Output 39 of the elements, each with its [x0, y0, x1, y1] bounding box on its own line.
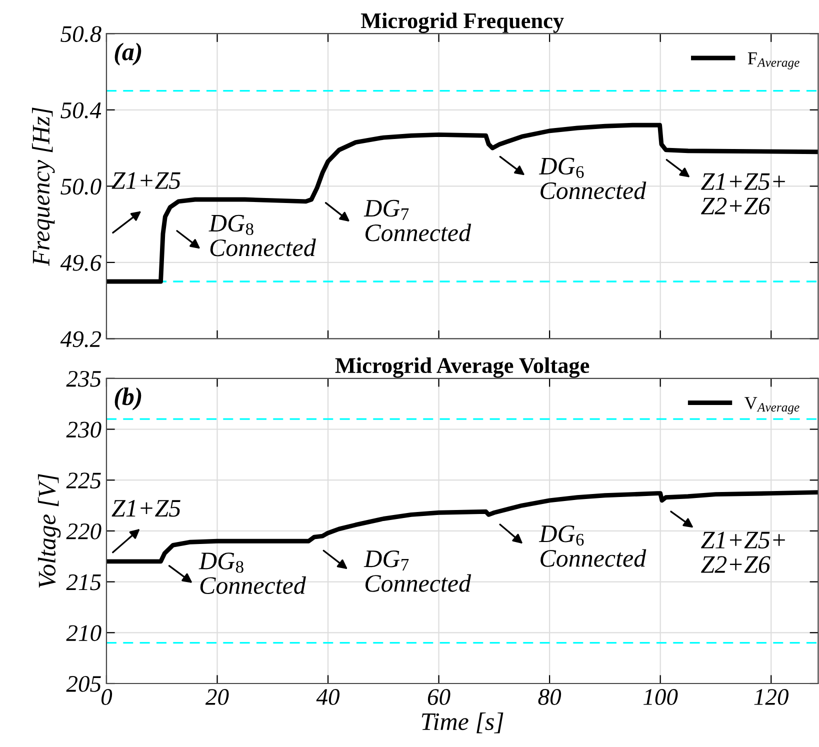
x-tick-label: 0: [101, 689, 112, 705]
y-tick-label: 49.2: [60, 331, 102, 348]
x-axis-title: Time [s]: [422, 712, 504, 734]
chart-title: Microgrid Frequency: [360, 12, 564, 33]
y-tick-label: 50.0: [60, 178, 102, 195]
annotation: DG$_{6}$ Connected: [538, 525, 646, 567]
annotation: Z1+Z5: [112, 500, 180, 517]
y-tick-label: 50.4: [60, 102, 102, 118]
y-axis-title: Voltage [V]: [38, 474, 61, 588]
y-tick-label: 230: [66, 422, 102, 438]
y-axis-title: Frequency [Hz]: [32, 108, 55, 266]
y-tick-label: 210: [66, 625, 102, 642]
annotation: DG$_{7}$ Connected: [364, 550, 472, 592]
x-tick-label: 40: [316, 689, 340, 705]
y-tick-label: 49.6: [60, 255, 102, 271]
chart-title: Microgrid Average Voltage: [335, 357, 590, 378]
annotation: DG$_{8}$ Connected: [198, 552, 306, 594]
x-tick-label: 20: [205, 689, 229, 705]
annotation: Z1+Z5+ Z2+Z6: [701, 173, 785, 214]
y-tick-label: 220: [66, 523, 102, 540]
annotation: DG$_{6}$ Connected: [538, 158, 646, 200]
annotation: DG$_{8}$ Connected: [208, 214, 316, 256]
x-tick-label: 100: [643, 689, 678, 705]
annotation: (a): [114, 42, 142, 66]
y-tick-label: 215: [66, 574, 101, 590]
x-tick-label: 120: [754, 689, 789, 705]
annotation: Z1+Z5+ Z2+Z6: [701, 532, 785, 573]
x-tick-label: 80: [538, 689, 562, 705]
y-tick-label: 235: [66, 370, 101, 387]
line-series: [106, 122, 818, 284]
y-tick-label: 225: [66, 472, 101, 489]
legend-label: F$_{Average}$: [748, 52, 800, 70]
legend-label: V$_{Average}$: [744, 397, 800, 414]
y-tick-label: 205: [66, 676, 101, 692]
x-tick-label: 60: [428, 689, 450, 705]
annotation: (b): [114, 388, 142, 410]
annotation: Z1+Z5: [112, 172, 180, 190]
annotation: DG$_{7}$ Connected: [364, 200, 472, 242]
y-tick-label: 50.8: [60, 26, 102, 42]
